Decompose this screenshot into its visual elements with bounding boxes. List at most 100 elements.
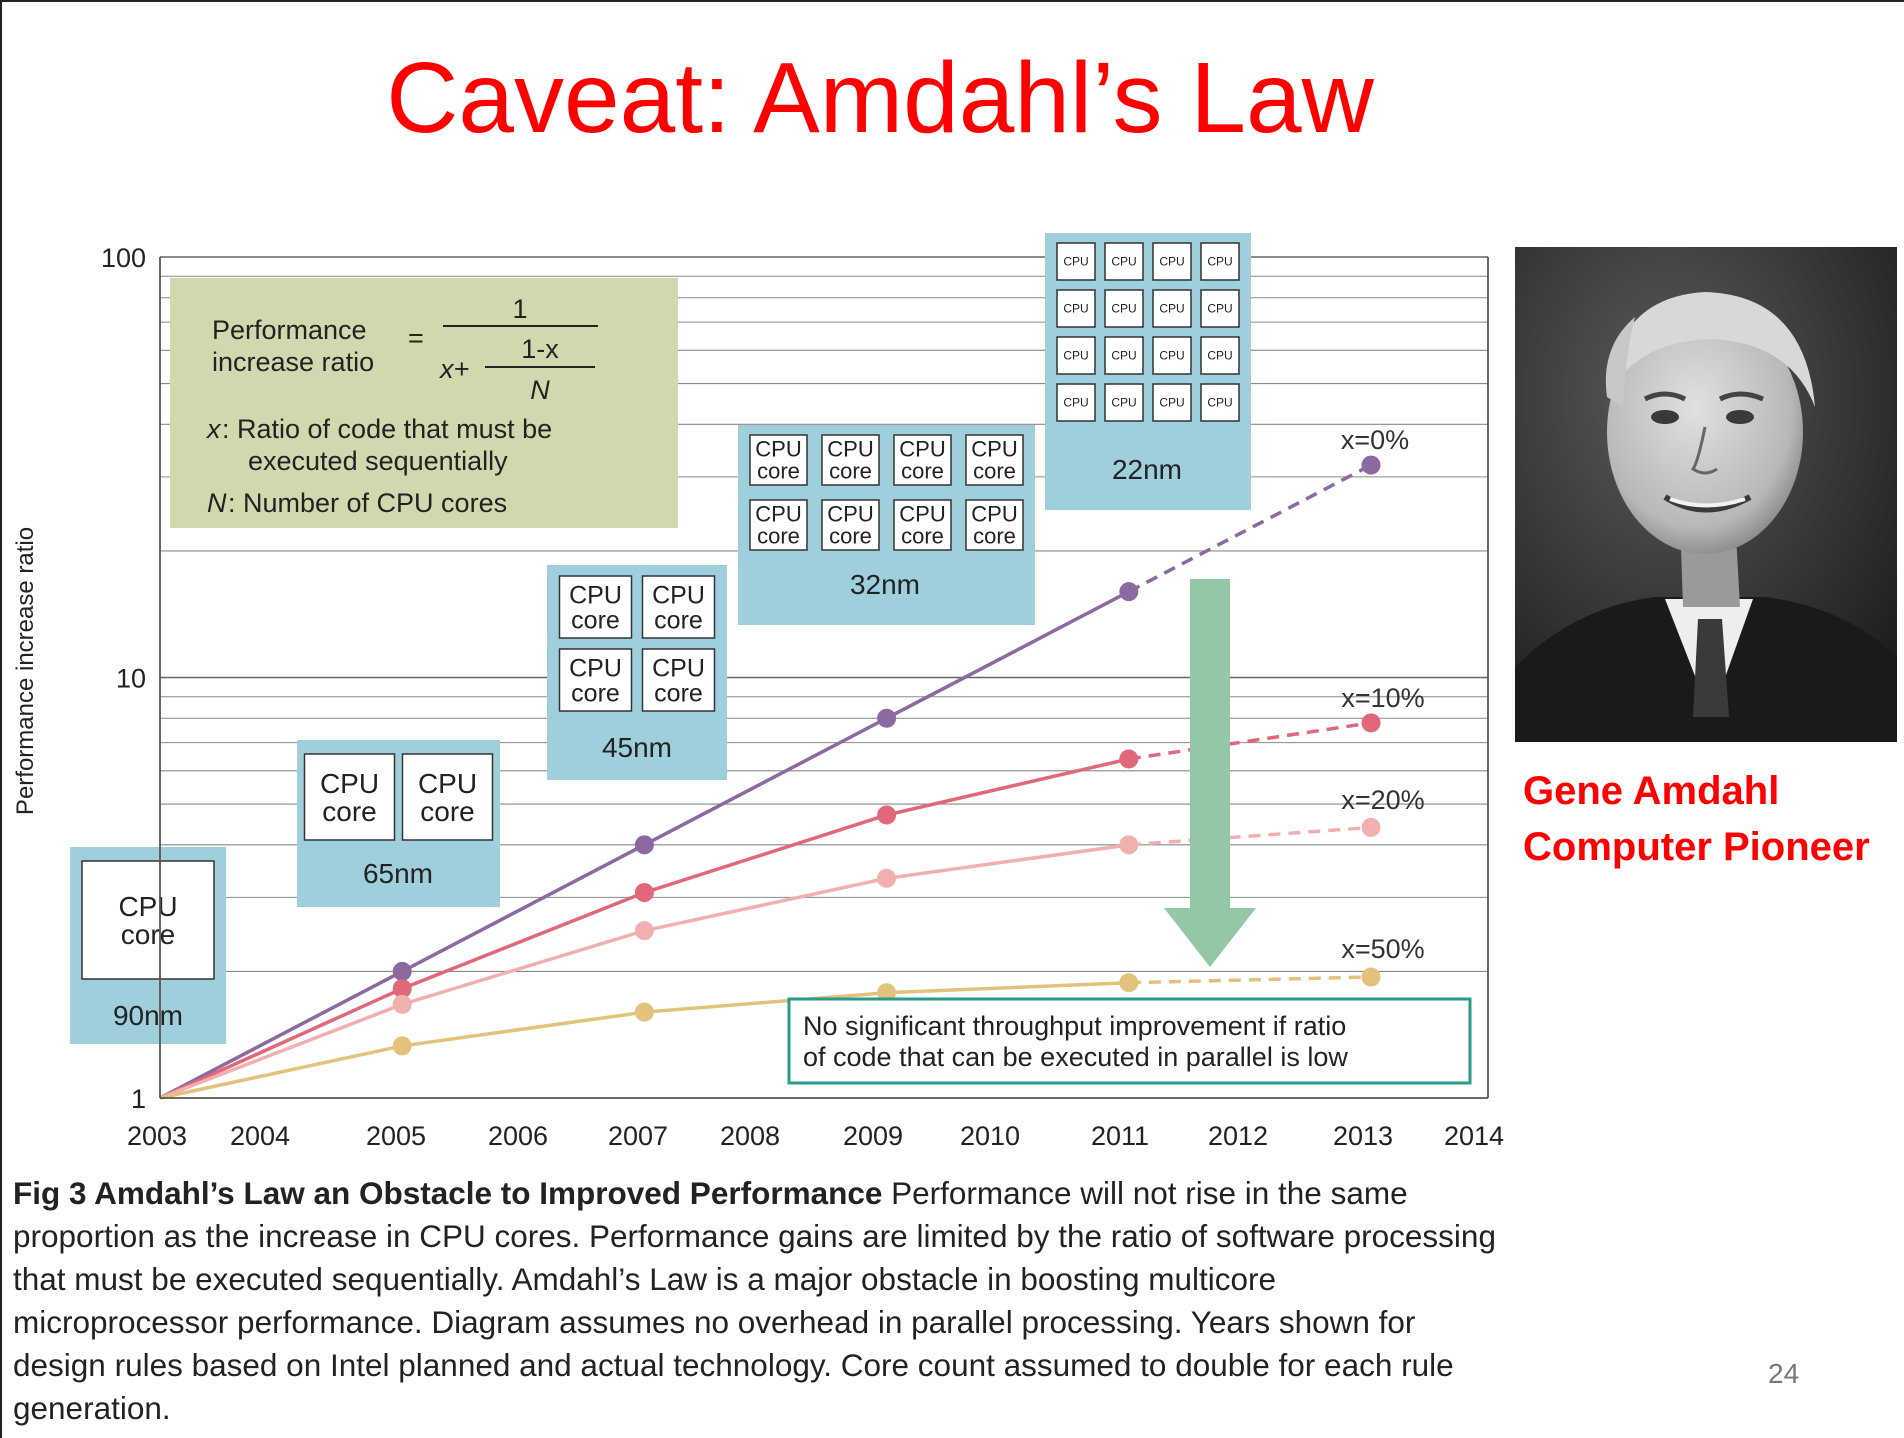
cpu-core-box <box>1056 289 1096 328</box>
cpu-core-box <box>401 753 494 841</box>
tick-labels: 2003 2004 2005 2006 2007 2008 2009 2010 2011 2012… <box>12 243 1504 1151</box>
caption-label: Fig 3 Amdahl’s Law an Obstacle to Improv… <box>13 1175 883 1211</box>
cpu-core-box <box>1200 289 1240 328</box>
x-tick-label: 2009 <box>843 1121 903 1151</box>
down-arrow <box>1164 579 1256 967</box>
data-point <box>1361 967 1381 987</box>
cpu-core-box <box>1152 289 1192 328</box>
cpu-core-label: CPU <box>652 654 705 682</box>
y-axis-label: Performance increase ratio <box>12 527 39 815</box>
cpu-core-label: CPU <box>1207 349 1232 363</box>
cpu-core-box <box>1200 383 1240 422</box>
formula-def-x-line1: : Ratio of code that must be <box>222 414 552 444</box>
cpu-core-label: core <box>121 919 175 950</box>
cpu-core-box <box>1152 336 1192 375</box>
down-arrow-shape <box>1164 579 1256 967</box>
cpu-core-label: CPU <box>1159 255 1184 269</box>
cpu-core-box <box>965 499 1024 551</box>
cpu-core-label: CPU <box>1159 396 1184 410</box>
page-number: 24 <box>1768 1358 1800 1389</box>
x-tick-label: 2013 <box>1333 1121 1393 1151</box>
x-tick-label: 2005 <box>366 1121 426 1151</box>
x-tick-label: 2012 <box>1208 1121 1268 1151</box>
cpu-core-label: CPU <box>1207 255 1232 269</box>
cpu-core-box <box>1056 383 1096 422</box>
cpu-core-box <box>821 434 880 486</box>
series-label: x=0% <box>1341 425 1409 455</box>
cpu-core-label: core <box>973 459 1016 484</box>
series-line-dashed <box>1128 721 1372 761</box>
x-tick-label: 2011 <box>1091 1121 1149 1151</box>
cpu-core-label: CPU <box>827 502 873 527</box>
person-name-block: Gene Amdahl Computer Pioneer <box>1523 763 1870 875</box>
cpu-core-box <box>81 860 215 980</box>
cpu-core-box <box>821 499 880 551</box>
person-name: Gene Amdahl <box>1523 769 1780 813</box>
cpu-core-label: CPU <box>899 437 945 462</box>
cpu-core-box <box>1104 383 1144 422</box>
cpu-core-label: CPU <box>1159 349 1184 363</box>
x-tick-label: 2014 <box>1444 1121 1504 1151</box>
cpu-core-box <box>641 648 716 712</box>
cpu-core-label: CPU <box>827 437 873 462</box>
y-tick-label: 10 <box>116 664 146 694</box>
series-lines <box>159 455 1381 1100</box>
cpu-core-label: CPU <box>755 437 801 462</box>
cpu-core-label: CPU <box>320 768 379 799</box>
cpu-core-label: CPU <box>1159 302 1184 316</box>
chip-node-label: 45nm <box>602 732 672 763</box>
cpu-core-label: CPU <box>1207 302 1232 316</box>
cpu-core-label: core <box>322 796 376 827</box>
cpu-core-label: core <box>654 606 703 634</box>
cpu-core-label: CPU <box>1207 396 1232 410</box>
caption-text: Performance will not rise in the same pr… <box>13 1175 1496 1426</box>
cpu-core-label: CPU <box>418 768 477 799</box>
slide-title: Caveat: Amdahl’s Law <box>386 42 1374 154</box>
data-point <box>392 994 412 1014</box>
data-point <box>392 979 412 999</box>
formula-def-n-symbol: N <box>207 488 227 518</box>
data-point <box>634 883 654 903</box>
cpu-core-box <box>749 434 808 486</box>
cpu-core-label: CPU <box>971 502 1017 527</box>
formula-def-n-text: : Number of CPU cores <box>228 488 507 518</box>
slide-frame-top <box>0 0 1904 2</box>
cpu-core-box <box>1104 289 1144 328</box>
data-point <box>1119 582 1139 602</box>
chip-node-label: 65nm <box>363 858 433 889</box>
cpu-core-label: core <box>829 524 872 549</box>
series-label: x=20% <box>1341 785 1424 815</box>
cpu-core-box <box>641 575 716 639</box>
gene-amdahl-photo <box>1515 247 1897 742</box>
cpu-core-label: CPU <box>1111 302 1136 316</box>
formula-inner-denominator: N <box>530 375 550 405</box>
cpu-core-box <box>303 753 396 841</box>
cpu-core-label: CPU <box>569 654 622 682</box>
cpu-core-label: CPU <box>1063 255 1088 269</box>
data-point <box>1361 455 1381 475</box>
cpu-core-label: core <box>571 679 620 707</box>
cpu-core-box <box>893 434 952 486</box>
series-line-dashed <box>1128 825 1372 847</box>
cpu-core-box <box>749 499 808 551</box>
x-tick-label: 2010 <box>960 1121 1020 1151</box>
formula-denominator-x: x+ <box>438 354 469 384</box>
cpu-core-label: core <box>901 459 944 484</box>
note-line2: of code that can be executed in parallel… <box>803 1042 1348 1072</box>
x-tick-label: 2004 <box>230 1121 290 1151</box>
cpu-core-label: CPU <box>569 581 622 609</box>
cpu-core-label: core <box>973 524 1016 549</box>
formula-def-x-symbol: x <box>205 414 222 444</box>
cpu-core-label: CPU <box>971 437 1017 462</box>
cpu-core-box <box>1056 336 1096 375</box>
data-point <box>1361 713 1381 733</box>
cpu-core-box <box>1104 242 1144 281</box>
cpu-core-label: core <box>757 524 800 549</box>
data-point <box>1119 749 1139 769</box>
cpu-core-label: CPU <box>1111 349 1136 363</box>
series-label: x=10% <box>1341 683 1424 713</box>
slide-frame-left <box>0 0 2 1438</box>
cpu-core-label: CPU <box>1063 396 1088 410</box>
cpu-core-label: CPU <box>899 502 945 527</box>
